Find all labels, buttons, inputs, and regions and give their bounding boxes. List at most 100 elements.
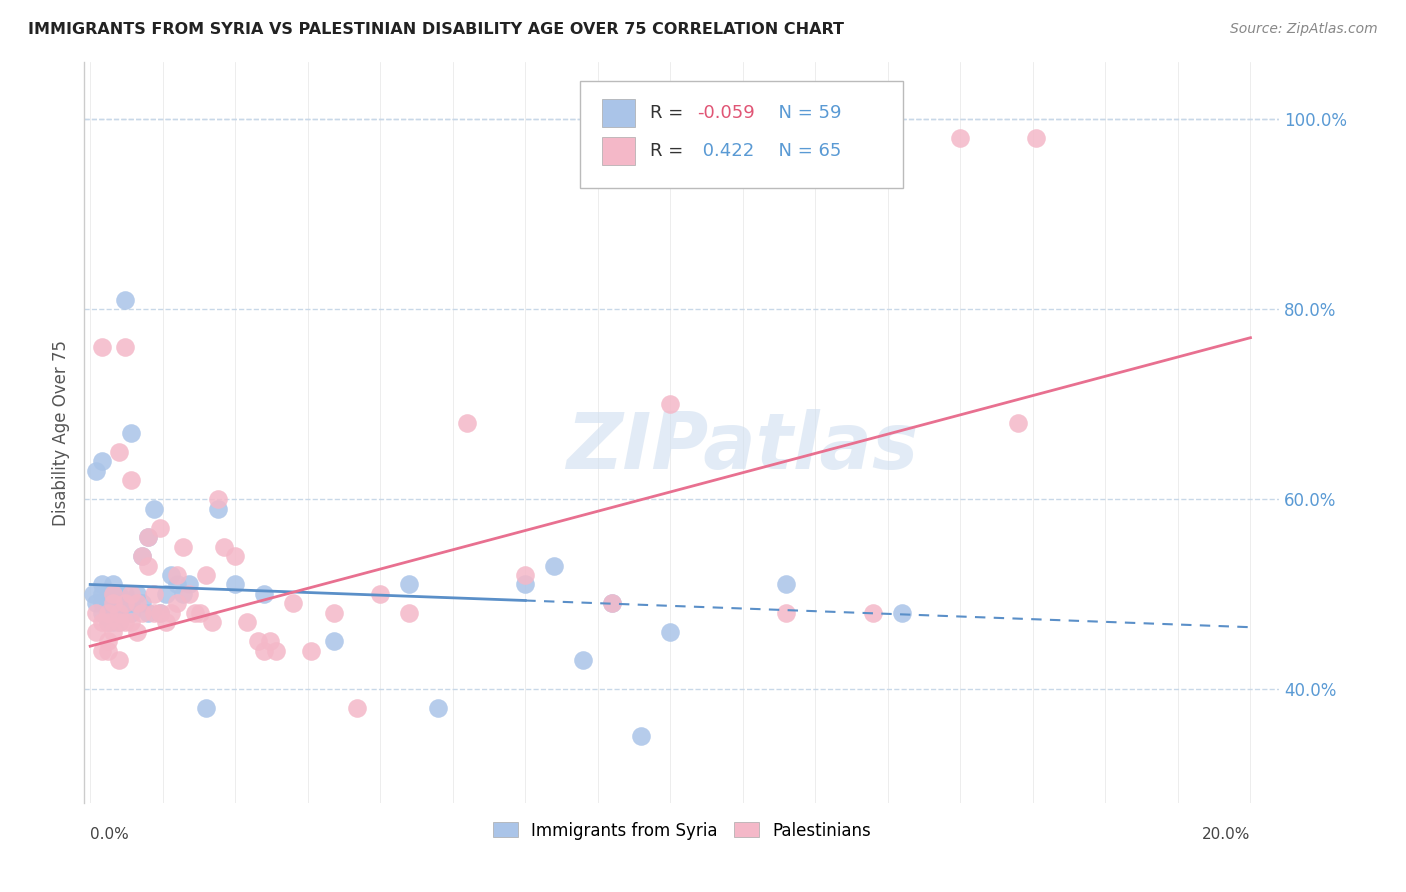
Point — [90, 597, 112, 611]
Point — [84, 606, 107, 620]
Point — [166, 597, 188, 611]
Point — [108, 444, 131, 458]
Point — [190, 606, 212, 620]
Point — [398, 606, 420, 620]
Point — [283, 597, 305, 611]
Point — [253, 644, 276, 658]
Point — [97, 606, 120, 620]
Point — [103, 606, 125, 620]
Point — [515, 577, 537, 591]
Point — [90, 587, 112, 601]
Point — [120, 425, 142, 440]
Legend: Immigrants from Syria, Palestinians: Immigrants from Syria, Palestinians — [486, 815, 877, 847]
Point — [172, 587, 194, 601]
Point — [515, 568, 537, 582]
Point — [322, 606, 344, 620]
Point — [259, 634, 281, 648]
Point — [136, 530, 159, 544]
Text: 20.0%: 20.0% — [1202, 827, 1250, 841]
Point — [136, 606, 159, 620]
Point — [90, 577, 112, 591]
Point — [136, 530, 159, 544]
Point — [264, 644, 287, 658]
Point — [114, 587, 136, 601]
Point — [160, 606, 183, 620]
Point — [149, 520, 172, 534]
Point — [949, 131, 972, 145]
Point — [207, 491, 229, 506]
Point — [114, 615, 136, 630]
Point — [253, 587, 276, 601]
Point — [195, 568, 218, 582]
Point — [346, 701, 368, 715]
Point — [120, 597, 142, 611]
Point — [103, 624, 125, 639]
Point — [90, 615, 112, 630]
Point — [775, 606, 797, 620]
Point — [125, 587, 148, 601]
Point — [136, 558, 159, 573]
Point — [97, 606, 120, 620]
Point — [247, 634, 270, 648]
Text: N = 59: N = 59 — [766, 103, 841, 122]
Point — [84, 464, 107, 478]
Point — [543, 558, 565, 573]
Point — [183, 606, 205, 620]
Point — [97, 597, 120, 611]
Point — [1025, 131, 1047, 145]
Point — [775, 577, 797, 591]
Point — [103, 587, 125, 601]
Point — [120, 587, 142, 601]
Point — [125, 624, 148, 639]
Point — [600, 597, 623, 611]
Point — [322, 634, 344, 648]
Point — [103, 597, 125, 611]
Point — [659, 624, 682, 639]
Point — [114, 597, 136, 611]
Point — [90, 340, 112, 354]
Point — [131, 597, 153, 611]
Point — [299, 644, 322, 658]
Point — [97, 615, 120, 630]
Point — [90, 606, 112, 620]
Point — [114, 340, 136, 354]
Text: N = 65: N = 65 — [766, 143, 841, 161]
Point — [120, 473, 142, 487]
Point — [108, 606, 131, 620]
Point — [131, 549, 153, 563]
Point — [103, 615, 125, 630]
Point — [600, 597, 623, 611]
Y-axis label: Disability Age Over 75: Disability Age Over 75 — [52, 340, 70, 525]
FancyBboxPatch shape — [602, 99, 636, 127]
Point — [236, 615, 259, 630]
Point — [212, 540, 235, 554]
Point — [84, 624, 107, 639]
Point — [108, 653, 131, 667]
Point — [207, 501, 229, 516]
Point — [97, 615, 120, 630]
Point — [224, 549, 246, 563]
Text: R =: R = — [650, 103, 689, 122]
Point — [195, 701, 218, 715]
Point — [108, 587, 131, 601]
Point — [1007, 416, 1029, 430]
Point — [90, 454, 112, 468]
FancyBboxPatch shape — [602, 137, 636, 165]
Point — [108, 615, 131, 630]
Point — [103, 597, 125, 611]
Point — [120, 615, 142, 630]
FancyBboxPatch shape — [581, 81, 903, 188]
Point — [166, 577, 188, 591]
Point — [97, 606, 120, 620]
Point — [224, 577, 246, 591]
Point — [149, 606, 172, 620]
Point — [108, 597, 131, 611]
Point — [155, 615, 177, 630]
Point — [97, 644, 120, 658]
Point — [97, 587, 120, 601]
Point — [201, 615, 224, 630]
Point — [427, 701, 450, 715]
Text: -0.059: -0.059 — [697, 103, 755, 122]
Point — [114, 597, 136, 611]
Point — [131, 606, 153, 620]
